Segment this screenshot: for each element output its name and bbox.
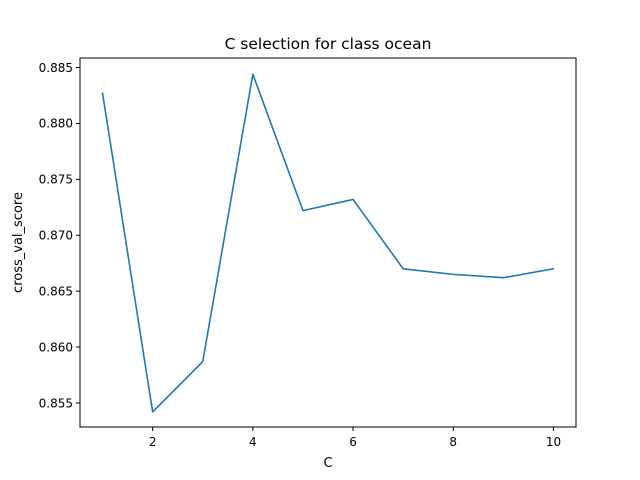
x-tick-label: 4 [249, 435, 257, 449]
y-axis-ticks: 0.855 0.860 0.865 0.870 0.875 0.880 0.885 [39, 61, 80, 410]
x-tick-label: 10 [546, 435, 561, 449]
y-tick-label: 0.870 [39, 229, 73, 243]
x-axis-ticks: 2 4 6 8 10 [149, 427, 561, 449]
y-tick-label: 0.885 [39, 61, 73, 75]
chart-title: C selection for class ocean [225, 35, 432, 53]
axes-frame [79, 57, 577, 428]
y-tick-label: 0.855 [39, 396, 73, 410]
series-layer [101, 73, 555, 413]
y-tick-label: 0.875 [39, 173, 73, 187]
x-tick-label: 2 [149, 435, 157, 449]
x-tick-label: 8 [449, 435, 457, 449]
y-tick-label: 0.880 [39, 117, 73, 131]
x-axis-label: C [323, 456, 332, 471]
y-tick-label: 0.865 [39, 284, 73, 298]
series-line-1 [101, 73, 555, 413]
x-tick-label: 6 [349, 435, 357, 449]
y-tick-label: 0.860 [39, 340, 73, 354]
y-axis-label: cross_val_score [11, 192, 26, 293]
